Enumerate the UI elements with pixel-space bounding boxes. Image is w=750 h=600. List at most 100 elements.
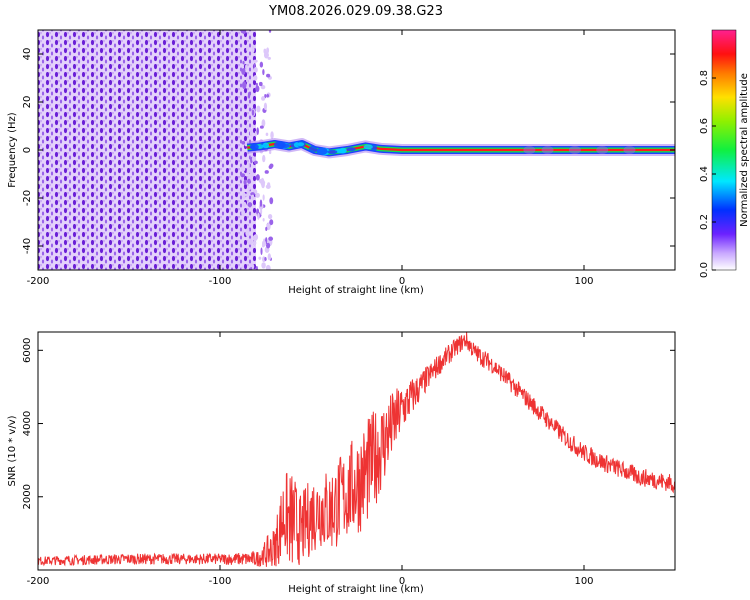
noise-speckle: [242, 81, 247, 90]
noise-speckle: [253, 59, 258, 63]
noise-speckle: [265, 132, 269, 136]
signal-blob: [596, 146, 609, 154]
noise-speckle: [240, 248, 244, 254]
noise-speckle: [259, 199, 263, 207]
noise-speckle: [253, 160, 258, 165]
noise-speckle: [247, 238, 253, 245]
noise-speckle: [269, 219, 274, 226]
colorbar-tick-label: 0.6: [699, 118, 710, 134]
snr-frame: [37, 331, 676, 571]
noise-speckle: [243, 179, 247, 185]
noise-speckle: [258, 256, 262, 260]
noise-speckle: [268, 30, 272, 33]
signal-blob: [568, 146, 581, 154]
signal-blob: [523, 146, 536, 154]
noise-speckle: [241, 30, 247, 35]
colorbar-tick-label: 0.4: [699, 166, 710, 182]
snr-xtick-label: 100: [574, 576, 593, 587]
spectrogram-ylabel: Frequency (Hz): [7, 112, 18, 188]
noise-speckle: [255, 265, 258, 270]
noise-speckle: [246, 167, 250, 176]
colorbar-label: Normalized spectral amplitude: [739, 73, 750, 227]
signal-line: [246, 138, 675, 159]
noise-speckle: [262, 194, 265, 201]
noise-speckle: [268, 165, 273, 170]
noise-speckle: [266, 94, 270, 98]
noise-speckle: [265, 184, 271, 189]
noise-speckle: [252, 234, 258, 242]
signal-blob: [308, 145, 318, 153]
noise-speckle: [259, 61, 264, 68]
noise-speckle: [255, 174, 260, 181]
noise-speckle: [240, 165, 246, 172]
noise-speckle: [251, 156, 257, 162]
noise-speckle: [261, 262, 266, 269]
noise-speckle: [262, 217, 265, 222]
noise-speckle: [258, 81, 263, 87]
noise-speckle: [257, 212, 260, 220]
snr-ytick-label: 2000: [22, 484, 33, 509]
noise-speckle: [256, 127, 259, 135]
snr-xtick-label: -100: [209, 576, 232, 587]
noise-speckle: [270, 131, 274, 140]
noise-speckle: [265, 226, 268, 231]
noise-speckle: [267, 253, 272, 261]
colorbar-tick-label: 0.2: [699, 214, 710, 230]
noise-speckle: [245, 64, 248, 70]
noise-speckle: [266, 242, 271, 249]
noise-speckle: [242, 229, 245, 234]
noise-speckle: [254, 130, 257, 137]
noise-speckle: [263, 48, 267, 54]
noise-speckle: [266, 73, 271, 78]
spectrogram-xtick-label: 100: [574, 276, 593, 287]
noise-speckle: [242, 60, 245, 65]
noise-speckle: [251, 194, 255, 200]
signal-blob: [623, 146, 636, 154]
noise-speckle: [255, 85, 260, 93]
snr-ytick-label: 4000: [22, 411, 33, 436]
signal-blob: [296, 142, 305, 147]
colorbar: 0.0 0.2 0.4 0.6 0.8 Normalized spectral ampl…: [699, 29, 750, 278]
spectrogram-ytick-label: -20: [22, 190, 33, 206]
snr-ylabel: SNR (10 * v/v): [7, 415, 18, 486]
noise-speckle: [250, 170, 254, 178]
noise-speckle: [247, 202, 253, 208]
snr-panel: -200 -100 0 100 2000 4000 6000 Height of strai…: [7, 331, 676, 595]
snr-xtick-label: 0: [399, 576, 405, 587]
noise-speckle: [264, 256, 267, 261]
spectrogram-xtick-label: 0: [399, 276, 405, 287]
signal-blob: [316, 147, 328, 156]
noise-speckle: [267, 213, 273, 220]
noise-speckle: [241, 140, 246, 145]
snr-xtick-label: -200: [27, 576, 50, 587]
snr-series-line: [38, 332, 675, 568]
signal-blob: [541, 146, 554, 154]
spectrogram-ytick-label: 40: [22, 48, 33, 61]
spectrogram-ytick-label: -40: [22, 238, 33, 254]
noise-speckle: [260, 207, 263, 215]
noise-speckle: [251, 45, 255, 53]
noise-speckle: [255, 82, 258, 87]
noise-speckle: [253, 67, 258, 73]
colorbar-gradient: [711, 29, 737, 271]
noise-speckle: [247, 189, 250, 195]
signal-blob: [250, 143, 259, 151]
signal-blob: [363, 144, 373, 150]
noise-speckle: [250, 267, 253, 270]
noise-speckle: [247, 162, 250, 169]
noise-speckle: [246, 77, 249, 83]
noise-speckle: [246, 45, 249, 52]
spectrogram-xlabel: Height of straight line (km): [288, 285, 424, 296]
noise-speckle: [250, 97, 254, 103]
noise-speckle: [255, 192, 260, 198]
spectrogram-xtick-label: -200: [27, 276, 50, 287]
noise-speckle: [245, 124, 249, 130]
noise-edge: [240, 30, 274, 270]
noise-speckle: [249, 128, 253, 137]
noise-speckle: [265, 264, 271, 270]
noise-speckle: [267, 222, 270, 229]
signal-blob: [327, 149, 338, 155]
